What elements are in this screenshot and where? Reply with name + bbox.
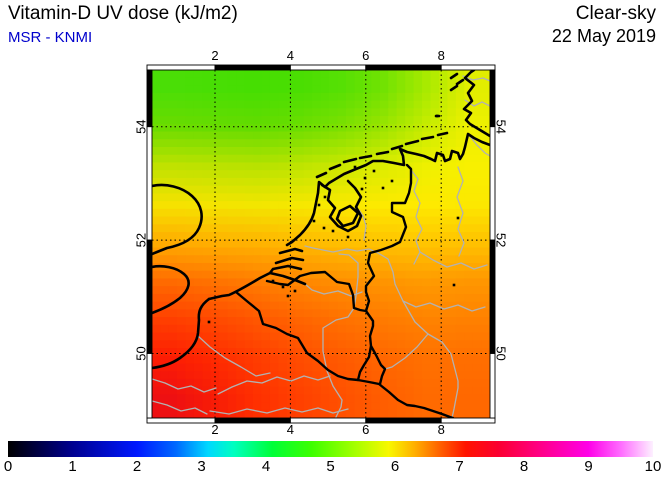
colorbar-tick-label: 1 bbox=[68, 458, 77, 475]
axis-tick-label-top: 4 bbox=[287, 48, 294, 63]
colorbar-tick-label: 0 bbox=[3, 458, 13, 475]
axis-tick-label-bottom: 6 bbox=[362, 422, 369, 437]
colorbar-tick-label: 2 bbox=[132, 458, 142, 475]
colorbar-tick-labels: 0 1 2 3 4 5 6 7 8 9 10 bbox=[0, 458, 665, 478]
axis-tick-label-left: 52 bbox=[134, 233, 149, 247]
map-frame bbox=[146, 64, 496, 424]
axis-tick-label-top: 8 bbox=[438, 48, 445, 63]
map-dots bbox=[207, 114, 460, 324]
colorbar-tick-label: 7 bbox=[455, 458, 464, 475]
uv-dose-map: 2 4 6 8 2 4 6 8 54 52 50 54 52 50 bbox=[134, 48, 509, 437]
axis-tick-label-bottom: 2 bbox=[211, 422, 218, 437]
axis-labels: 2 4 6 8 2 4 6 8 54 52 50 54 52 50 bbox=[134, 48, 509, 437]
axis-tick-label-right: 52 bbox=[494, 233, 509, 247]
axis-tick-label-left: 50 bbox=[134, 346, 149, 360]
date-label: 22 May 2019 bbox=[551, 26, 656, 46]
colorbar-tick-label: 6 bbox=[390, 458, 400, 475]
condition-label: Clear-sky bbox=[575, 3, 656, 24]
axis-tick-label-right: 50 bbox=[494, 346, 509, 360]
rivers-and-minor-borders bbox=[152, 75, 490, 418]
axis-tick-label-bottom: 8 bbox=[438, 422, 445, 437]
colorbar-tick-label: 3 bbox=[197, 458, 206, 475]
axis-tick-label-bottom: 4 bbox=[287, 422, 294, 437]
colorbar-tick-label: 9 bbox=[584, 458, 593, 475]
axis-tick-label-left: 54 bbox=[134, 119, 149, 133]
colorbar-tick-label: 8 bbox=[519, 458, 529, 475]
country-borders bbox=[234, 163, 455, 418]
axis-tick-label-top: 2 bbox=[211, 48, 218, 63]
page-title: Vitamin-D UV dose (kJ/m2) bbox=[8, 3, 238, 24]
source-label: MSR - KNMI bbox=[8, 29, 93, 46]
axis-tick-label-top: 6 bbox=[362, 48, 369, 63]
colorbar-tick-label: 4 bbox=[261, 458, 271, 475]
coastlines bbox=[152, 70, 490, 370]
axis-tick-label-right: 54 bbox=[494, 119, 509, 133]
dose-field bbox=[152, 70, 490, 418]
colorbar-tick-label: 10 bbox=[644, 458, 662, 475]
colorbar-gradient bbox=[8, 441, 653, 457]
colorbar-tick-label: 5 bbox=[326, 458, 335, 475]
